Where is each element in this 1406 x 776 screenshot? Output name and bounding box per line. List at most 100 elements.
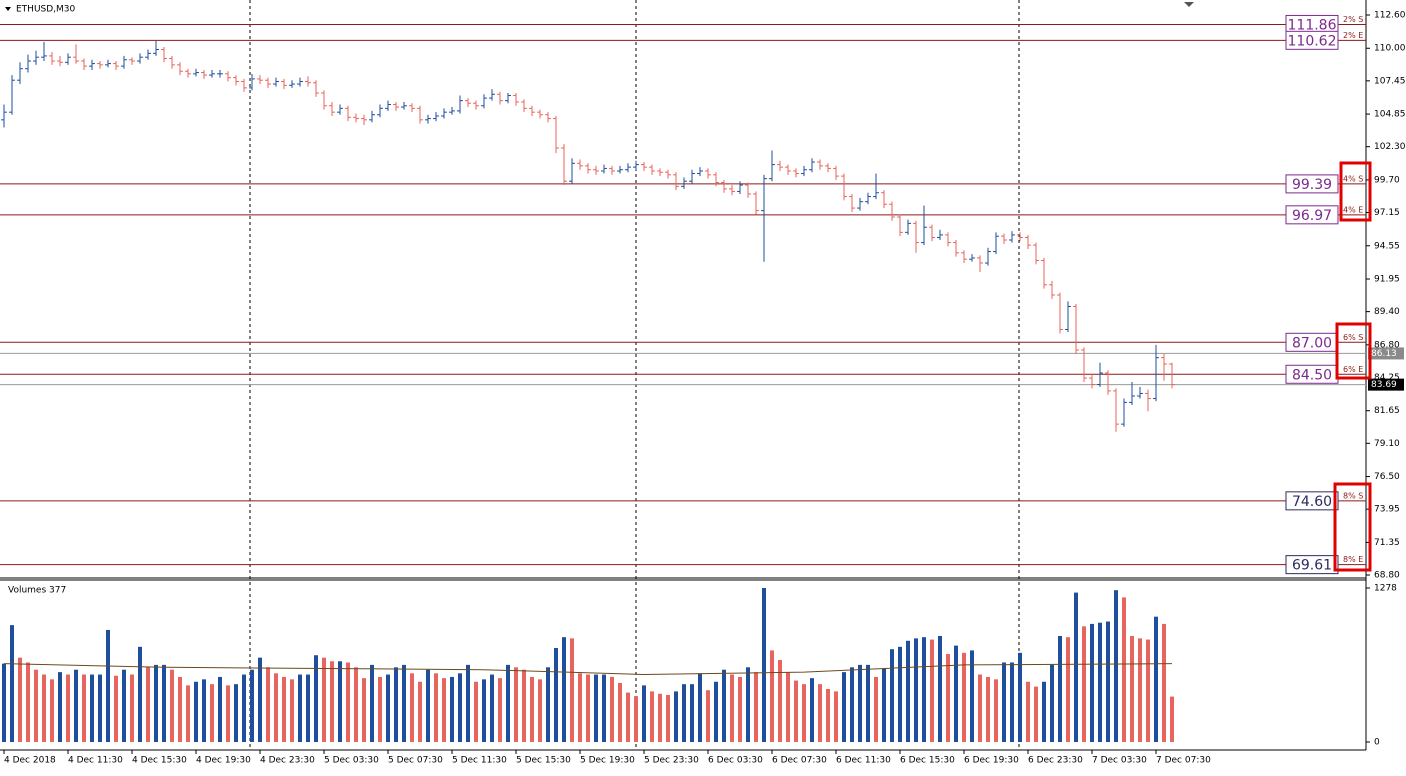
level-label: 96.97 [1292, 208, 1332, 224]
volume-bar [570, 638, 574, 742]
volume-bar [922, 637, 926, 742]
volume-bar [106, 629, 110, 742]
volume-bar [626, 692, 630, 742]
price-tag: 83.69 [1371, 380, 1397, 390]
volume-bar [66, 674, 70, 742]
volume-bar [378, 676, 382, 742]
plot: 112.60 110.00 107.45 104.85 102.30 99.70 97.15… [0, 11, 1406, 766]
y-tick-label: 89.40 [1374, 307, 1400, 317]
price-tag-box [1368, 378, 1404, 391]
shift-marker [1184, 2, 1194, 7]
volume-bar [34, 669, 38, 742]
volume-bar [218, 676, 222, 742]
x-tick-label: 6 Dec 19:30 [964, 756, 1019, 766]
volume-bar [666, 695, 670, 742]
volume-bar [1066, 637, 1070, 742]
volume-bar [170, 669, 174, 742]
volume-bar [394, 667, 398, 742]
volume-bar [874, 676, 878, 742]
volume-bar [986, 676, 990, 742]
volume-bar [898, 646, 902, 742]
y-tick-label: 86.80 [1374, 340, 1400, 350]
volume-bar [690, 684, 694, 742]
volume-bar [618, 682, 622, 742]
volume-bar [722, 669, 726, 742]
level-box [1285, 174, 1339, 194]
volume-bar [362, 678, 366, 742]
volume-bar [1034, 686, 1038, 742]
volume-bar [114, 675, 118, 742]
volume-bar [810, 678, 814, 742]
volume-bar [698, 673, 702, 742]
volume-bar [290, 679, 294, 742]
volume-bar [74, 669, 78, 742]
volume-bar [434, 673, 438, 742]
volume-bar [330, 661, 334, 742]
level-tag: 6% S [1343, 333, 1363, 342]
highlight-box [1333, 482, 1372, 572]
y-tick-label: 102.30 [1374, 142, 1406, 152]
x-tick-label: 6 Dec 23:30 [1028, 756, 1083, 766]
volume-bar [322, 657, 326, 742]
x-tick-label: 4 Dec 15:30 [132, 756, 187, 766]
volume-bar [226, 685, 230, 742]
y-tick-label: 99.70 [1374, 175, 1400, 185]
volume-bar [882, 668, 886, 742]
volume-bar [194, 681, 198, 742]
volume-bar [1162, 623, 1166, 742]
volume-bar [1106, 621, 1110, 742]
level-label: 110.62 [1288, 33, 1337, 49]
volume-bar [1002, 662, 1006, 742]
volume-bar [962, 652, 966, 742]
y-tick-label: 76.50 [1374, 472, 1400, 482]
price-tag: 86.13 [1371, 349, 1397, 359]
volume-bar [770, 650, 774, 742]
volume-bar [1130, 635, 1134, 742]
volume-bar [906, 640, 910, 742]
volume-bar [1042, 681, 1046, 742]
volume-bar [258, 657, 262, 742]
volume-bar [866, 664, 870, 742]
volume-bar [650, 691, 654, 742]
y-tick-label: 104.85 [1374, 110, 1406, 120]
volume-bar [202, 679, 206, 742]
volume-bar [490, 674, 494, 742]
volume-bar [58, 672, 62, 742]
volume-bar [562, 637, 566, 742]
menu-arrow[interactable] [5, 7, 11, 11]
volume-bar [778, 660, 782, 742]
x-tick-label: 4 Dec 23:30 [260, 756, 315, 766]
level-box [1285, 491, 1339, 511]
volume-bar [498, 678, 502, 742]
volume-bar [154, 664, 158, 742]
volume-bar [1138, 638, 1142, 742]
volume-bar [90, 674, 94, 742]
volume-bar [274, 673, 278, 742]
volume-bar [130, 674, 134, 742]
volume-bar [938, 635, 942, 742]
volume-bar [706, 690, 710, 742]
volume-bar [674, 691, 678, 742]
volume-bar [18, 657, 22, 742]
volume-bar [474, 681, 478, 742]
x-tick-label: 4 Dec 2018 [4, 756, 56, 766]
volume-bar [754, 672, 758, 742]
level-tag: 6% E [1343, 365, 1363, 374]
volume-bar [930, 639, 934, 742]
x-tick-label: 5 Dec 07:30 [388, 756, 443, 766]
volume-bar [970, 650, 974, 742]
level-label: 74.60 [1292, 494, 1332, 510]
y-tick-label: 110.00 [1374, 44, 1406, 54]
volume-bar [738, 676, 742, 742]
volume-bar [610, 676, 614, 742]
volume-bar [402, 664, 406, 742]
volume-bar [266, 667, 270, 742]
volume-bar [914, 638, 918, 742]
volume-bar [834, 691, 838, 742]
x-tick-label: 5 Dec 19:30 [580, 756, 635, 766]
volume-bar [354, 667, 358, 742]
volume-bar [538, 679, 542, 742]
volume-tick-label: 0 [1374, 738, 1380, 748]
